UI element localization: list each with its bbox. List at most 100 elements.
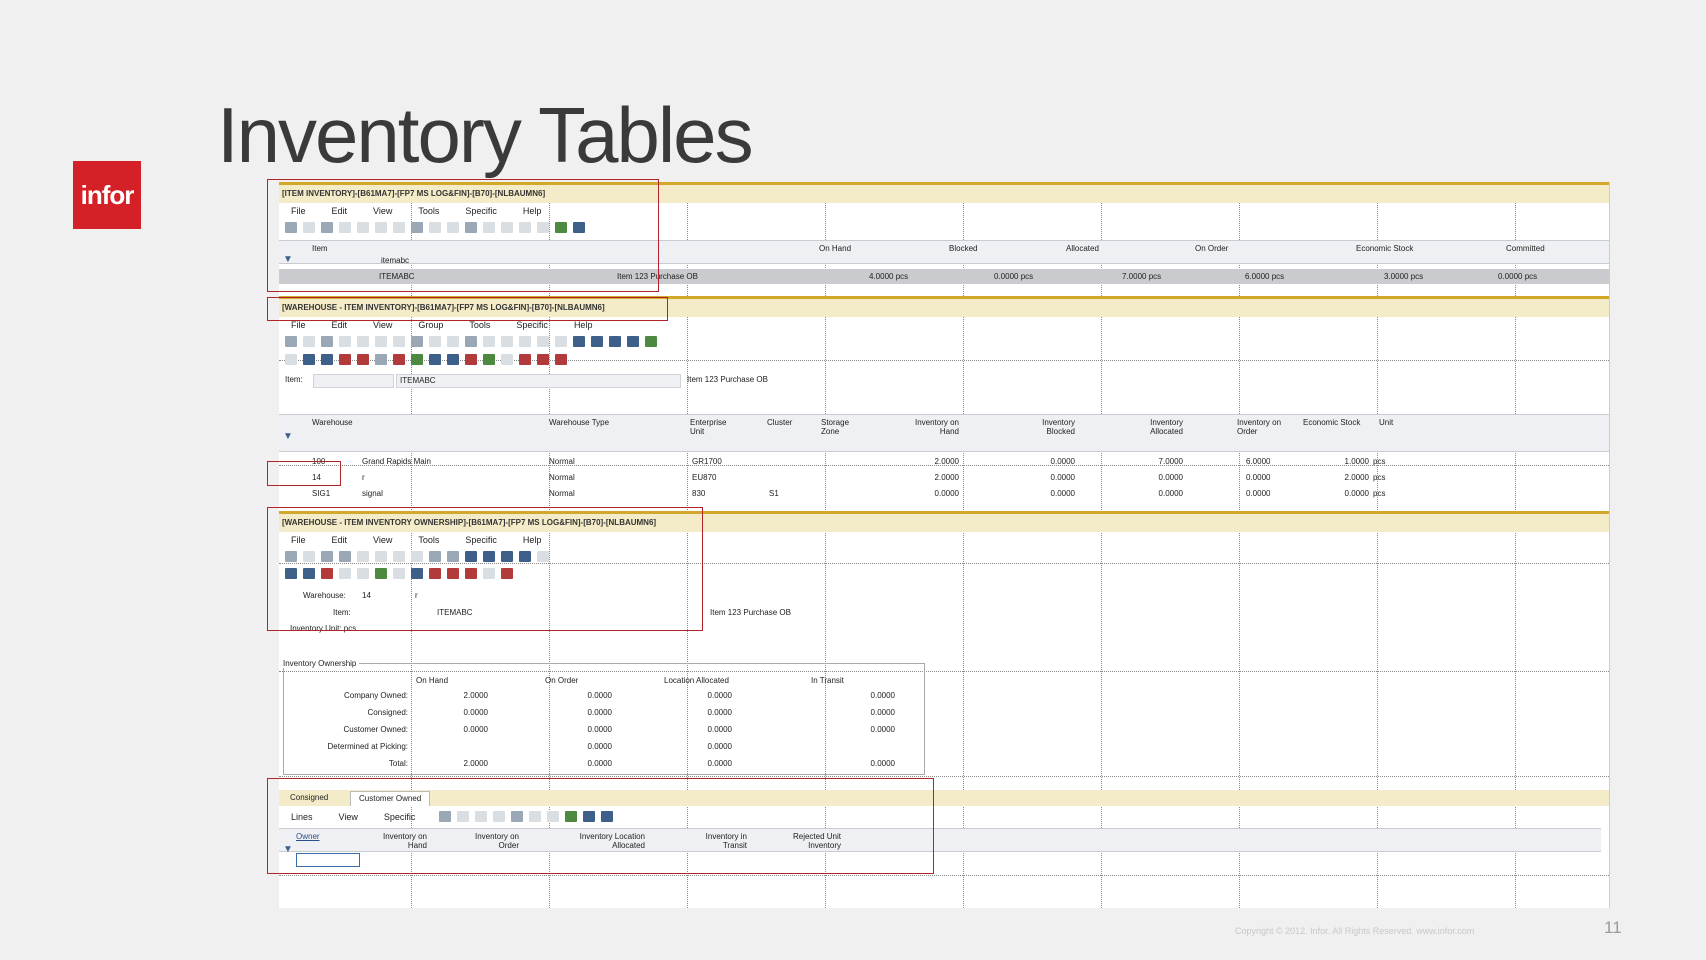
stock-icon[interactable] <box>375 568 387 579</box>
nav-back-icon[interactable] <box>573 336 585 347</box>
save-as-icon[interactable] <box>321 551 333 562</box>
prev-icon[interactable] <box>501 222 513 233</box>
save-icon[interactable] <box>303 222 315 233</box>
order-icon[interactable] <box>465 354 477 365</box>
refresh-icon[interactable] <box>465 336 477 347</box>
next-icon[interactable] <box>501 551 513 562</box>
attachment-icon[interactable] <box>447 551 459 562</box>
print-icon[interactable] <box>321 336 333 347</box>
order-icon[interactable] <box>501 568 513 579</box>
menu-view[interactable]: View <box>373 320 393 330</box>
warehouse-row[interactable]: SIG1 signal Normal 830 S1 0.0000 0.0000 … <box>279 486 1609 501</box>
prev-icon[interactable] <box>483 551 495 562</box>
col-warehouse-type[interactable]: Warehouse Type <box>549 418 610 427</box>
truck-icon[interactable] <box>285 568 297 579</box>
refresh-icon[interactable] <box>465 222 477 233</box>
copy-icon[interactable] <box>357 222 369 233</box>
col-item[interactable]: Item <box>312 244 328 253</box>
delete-icon[interactable] <box>393 551 405 562</box>
menu-specific[interactable]: Specific <box>465 206 497 216</box>
delete-icon[interactable] <box>375 336 387 347</box>
order-icon[interactable] <box>537 354 549 365</box>
copy-icon[interactable] <box>475 811 487 822</box>
filter-icon[interactable]: ▼ <box>283 844 293 855</box>
first-icon[interactable] <box>483 336 495 347</box>
group-icon[interactable] <box>285 354 297 365</box>
col-inventory-on-hand[interactable]: Inventory on Hand <box>382 832 427 850</box>
col-inventory-on-hand[interactable]: Inventory on Hand <box>914 418 959 436</box>
next-icon[interactable] <box>519 222 531 233</box>
menu-specific[interactable]: Specific <box>383 812 416 822</box>
truck-icon[interactable] <box>357 354 369 365</box>
first-icon[interactable] <box>483 222 495 233</box>
menu-lines[interactable]: Lines <box>291 812 313 822</box>
truck-icon[interactable] <box>573 222 585 233</box>
col-on-order[interactable]: On Order <box>1195 244 1229 253</box>
col-warehouse[interactable]: Warehouse <box>312 418 353 427</box>
menu-view[interactable]: View <box>373 535 393 545</box>
new-icon[interactable] <box>339 222 351 233</box>
open-icon[interactable] <box>285 551 297 562</box>
trash-icon[interactable] <box>547 811 559 822</box>
refresh-icon[interactable] <box>429 551 441 562</box>
menu-help[interactable]: Help <box>573 320 593 330</box>
pallet-icon[interactable] <box>375 354 387 365</box>
menu-edit[interactable]: Edit <box>331 320 348 330</box>
trash-icon[interactable] <box>447 336 459 347</box>
attachment-icon[interactable] <box>411 336 423 347</box>
col-inventory-allocated[interactable]: Inventory Allocated <box>1150 418 1183 436</box>
open-icon[interactable] <box>285 222 297 233</box>
col-economic-stock[interactable]: Economic Stock <box>1356 244 1414 253</box>
duplicate-icon[interactable] <box>393 336 405 347</box>
attachment-icon[interactable] <box>411 222 423 233</box>
truck-icon[interactable] <box>303 568 315 579</box>
col-committed[interactable]: Committed <box>1506 244 1545 253</box>
truck-icon[interactable] <box>583 811 595 822</box>
find-icon[interactable] <box>555 336 567 347</box>
item-field[interactable]: ITEMABC <box>396 374 681 388</box>
open-icon[interactable] <box>285 336 297 347</box>
save-icon[interactable] <box>303 551 315 562</box>
save-icon[interactable] <box>303 336 315 347</box>
tab-consigned[interactable]: Consigned <box>290 793 329 802</box>
item-inventory-row[interactable]: ITEMABC Item 123 Purchase OB 4.0000 pcs … <box>279 269 1609 284</box>
delete-icon[interactable] <box>375 222 387 233</box>
col-allocated[interactable]: Allocated <box>1066 244 1099 253</box>
truck-icon[interactable] <box>321 568 333 579</box>
menu-specific[interactable]: Specific <box>516 320 548 330</box>
copy-icon[interactable] <box>357 336 369 347</box>
truck-icon[interactable] <box>303 354 315 365</box>
order-icon[interactable] <box>519 354 531 365</box>
delete-icon[interactable] <box>493 811 505 822</box>
last-icon[interactable] <box>519 551 531 562</box>
order-icon[interactable] <box>447 568 459 579</box>
order-icon[interactable] <box>483 354 495 365</box>
col-on-hand[interactable]: On Hand <box>819 244 852 253</box>
new-icon[interactable] <box>457 811 469 822</box>
warehouse-row[interactable]: 14 r Normal EU870 2.0000 0.0000 0.0000 0… <box>279 470 1609 485</box>
truck-icon[interactable] <box>339 354 351 365</box>
nav-up-icon[interactable] <box>609 336 621 347</box>
new-icon[interactable] <box>357 551 369 562</box>
menu-file[interactable]: File <box>291 206 306 216</box>
first-icon[interactable] <box>465 551 477 562</box>
order-icon[interactable] <box>465 568 477 579</box>
next-icon[interactable] <box>519 336 531 347</box>
find-icon[interactable] <box>537 551 549 562</box>
truck-icon[interactable] <box>601 811 613 822</box>
last-icon[interactable] <box>537 222 549 233</box>
new-icon[interactable] <box>339 336 351 347</box>
stock-icon[interactable] <box>411 354 423 365</box>
menu-tools[interactable]: Tools <box>418 206 440 216</box>
export-icon[interactable] <box>645 336 657 347</box>
warehouse-row[interactable]: 100 Grand Rapids Main Normal GR1700 2.00… <box>279 454 1609 469</box>
menu-specific[interactable]: Specific <box>465 535 497 545</box>
menu-tools[interactable]: Tools <box>418 535 440 545</box>
tab-customer-owned[interactable]: Customer Owned <box>350 791 431 806</box>
print-icon[interactable] <box>439 811 451 822</box>
col-inventory-on-order[interactable]: Inventory on Order <box>1237 418 1282 436</box>
col-owner[interactable]: Owner <box>296 832 320 841</box>
menu-view[interactable]: View <box>373 206 393 216</box>
menu-tools[interactable]: Tools <box>469 320 491 330</box>
filter-icon[interactable]: ▼ <box>283 254 293 265</box>
